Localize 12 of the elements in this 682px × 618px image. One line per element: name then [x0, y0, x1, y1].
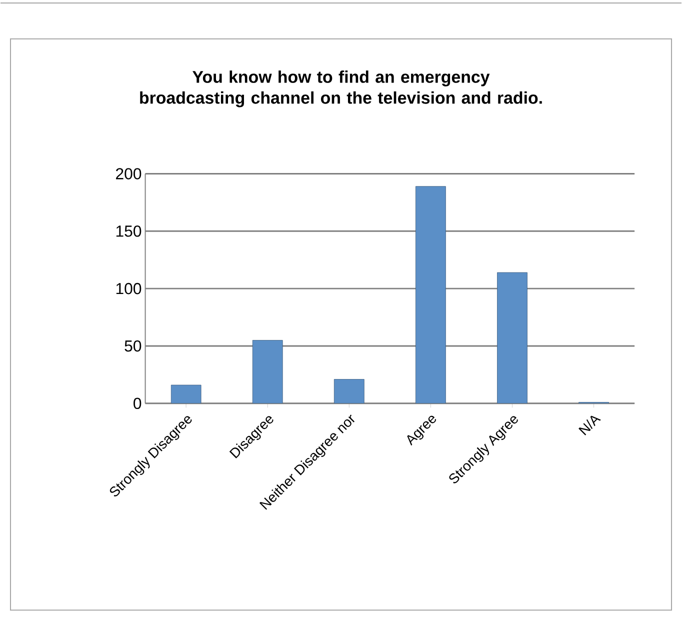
y-tick-label: 200: [116, 168, 142, 180]
bar: [497, 272, 528, 404]
y-tick-label: 0: [134, 398, 142, 409]
chart-title: You know how to find an emergency broadcasting channel on the television and radio.: [140, 70, 542, 108]
y-tick-label: 150: [116, 225, 142, 237]
y-tick-label: 100: [116, 282, 142, 294]
bar: [334, 379, 364, 404]
bar: [416, 186, 446, 404]
bar: [252, 340, 283, 404]
y-tick-label: 50: [124, 340, 142, 352]
x-tick-label: N/A: [578, 416, 601, 436]
bar: [170, 384, 202, 404]
